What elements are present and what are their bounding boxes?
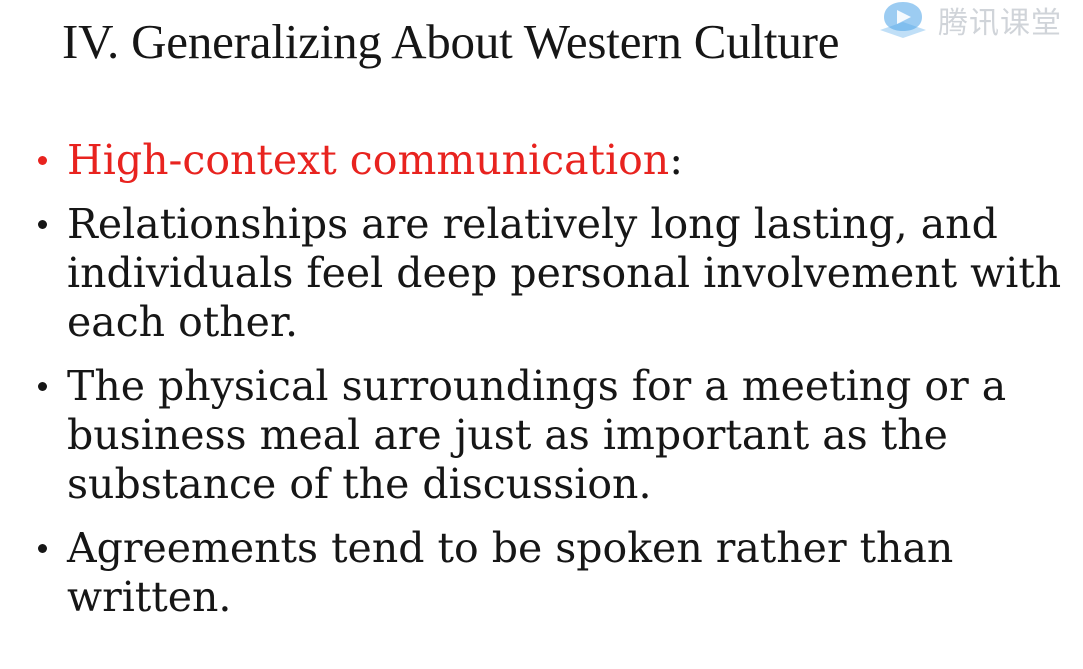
bullet-dot-icon (38, 220, 47, 229)
bullet-text: : (669, 136, 684, 184)
bullet-text: The physical surroundings for a meeting … (67, 362, 1007, 508)
bullet-item: The physical surroundings for a meeting … (34, 362, 1064, 509)
slide-title: IV. Generalizing About Western Culture (62, 14, 840, 69)
bullet-dot-icon (38, 156, 47, 165)
bullet-item: High-context communication: (34, 136, 1064, 185)
bullet-item: Relationships are relatively long lastin… (34, 200, 1064, 347)
bullet-highlight: High-context communication (67, 136, 670, 184)
bullet-dot-icon (38, 382, 47, 391)
bullet-list: High-context communication: Relationship… (34, 136, 1064, 637)
bullet-dot-icon (38, 544, 47, 553)
bullet-item: Agreements tend to be spoken rather than… (34, 524, 1064, 622)
bullet-text: Relationships are relatively long lastin… (67, 200, 1062, 346)
watermark: 腾讯课堂 (874, 0, 1083, 41)
bullet-text: Agreements tend to be spoken rather than… (67, 524, 954, 621)
tencent-classroom-logo-icon (880, 2, 926, 38)
watermark-text: 腾讯课堂 (938, 6, 1062, 41)
